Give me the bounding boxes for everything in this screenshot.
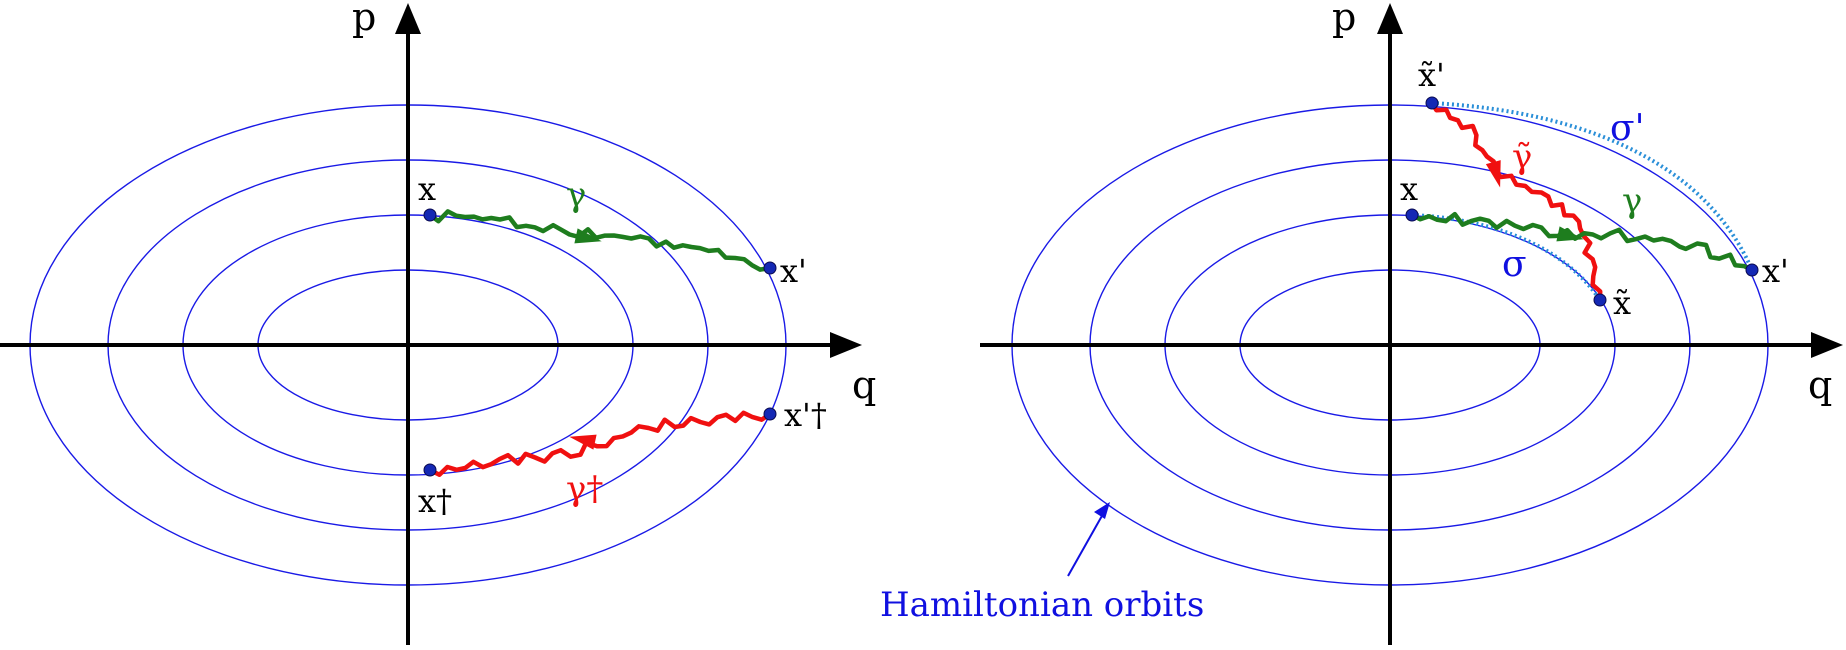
left-point-x-prime-dagger xyxy=(763,407,777,421)
right-point-x-tilde-prime xyxy=(1425,96,1439,110)
left-point-x-dagger xyxy=(423,463,437,477)
left-p-axis-label: p xyxy=(352,0,376,39)
left-label-x-dagger: x† xyxy=(418,482,452,520)
left-panel: p q x x' x† x'† γ γ† xyxy=(0,0,876,645)
right-point-x-tilde xyxy=(1593,293,1607,307)
right-axes: p q xyxy=(980,0,1843,645)
right-label-x-prime: x' xyxy=(1762,252,1789,290)
left-label-gamma: γ xyxy=(566,175,586,215)
right-gamma-tilde-arrowhead xyxy=(1485,160,1501,188)
left-gamma-dagger-path xyxy=(427,410,773,477)
left-point-x-prime xyxy=(763,261,777,275)
right-label-x-tilde-prime: x̃' xyxy=(1418,56,1445,94)
left-p-arrowhead xyxy=(395,3,421,34)
right-panel: p q x x' x̃ x̃' γ γ̃ σ σ' Hamiltonian or… xyxy=(880,0,1843,645)
left-point-x xyxy=(423,208,437,222)
right-gamma-path xyxy=(1409,211,1755,273)
right-label-x-tilde: x̃ xyxy=(1613,284,1631,322)
right-sigma-path xyxy=(1411,213,1602,302)
right-label-x: x xyxy=(1400,170,1418,208)
orbits-annotation-label: Hamiltonian orbits xyxy=(880,585,1204,625)
left-label-x-prime: x' xyxy=(780,252,807,290)
right-label-sigma-prime: σ' xyxy=(1610,108,1644,149)
right-gamma-tilde-path xyxy=(1429,100,1603,303)
right-p-axis-label: p xyxy=(1332,0,1356,39)
right-point-x-prime xyxy=(1745,263,1759,277)
right-gamma-arrowhead xyxy=(1556,226,1584,242)
left-label-gamma-dagger: γ† xyxy=(566,469,603,509)
left-gamma-arrowhead xyxy=(574,228,602,244)
left-q-arrowhead xyxy=(830,332,862,358)
orbits-annotation-arrowhead xyxy=(1094,502,1110,519)
right-q-arrowhead xyxy=(1811,332,1843,358)
right-p-arrowhead xyxy=(1377,3,1403,34)
right-label-gamma-tilde: γ̃ xyxy=(1512,137,1532,177)
right-q-axis-label: q xyxy=(1808,363,1832,407)
left-q-axis-label: q xyxy=(852,363,876,407)
left-axes: p q xyxy=(0,0,876,645)
left-label-x: x xyxy=(418,170,436,208)
right-point-x xyxy=(1405,208,1419,222)
right-label-gamma: γ xyxy=(1622,181,1642,221)
left-gamma-path xyxy=(427,209,773,272)
left-label-x-prime-dagger: x'† xyxy=(784,396,827,434)
orbits-annotation-pointer xyxy=(1067,513,1104,577)
right-label-sigma: σ xyxy=(1502,244,1527,285)
left-gamma-dagger-arrowhead xyxy=(569,434,597,450)
